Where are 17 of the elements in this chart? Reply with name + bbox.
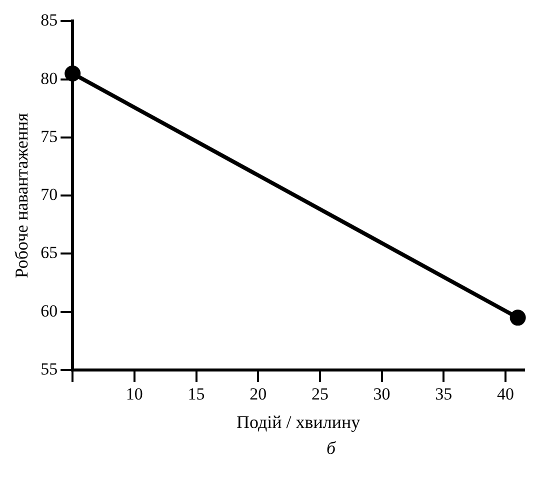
text: б bbox=[325, 438, 337, 459]
y-tick-label: 65 bbox=[40, 243, 58, 262]
y-tick-label: 85 bbox=[40, 10, 58, 30]
x-tick-label: 15 bbox=[188, 384, 205, 404]
x-axis-title: Подій / хвилину bbox=[236, 412, 360, 432]
x-tick-label: 10 bbox=[126, 384, 143, 404]
y-tick-label: 55 bbox=[40, 359, 58, 378]
y-tick-label: 60 bbox=[40, 301, 58, 320]
x-tick-label: 40 bbox=[496, 384, 514, 404]
x-tick-label: 25 bbox=[311, 384, 328, 404]
y-axis-title: Робоче навантаження bbox=[12, 113, 32, 278]
x-tick-label: 30 bbox=[373, 384, 390, 404]
y-tick-label: 70 bbox=[40, 185, 58, 204]
x-tick-label: 35 bbox=[435, 384, 452, 404]
x-tick-label: 20 bbox=[250, 384, 267, 404]
y-tick-label: 75 bbox=[40, 126, 58, 146]
y-tick-label: 80 bbox=[40, 68, 58, 88]
